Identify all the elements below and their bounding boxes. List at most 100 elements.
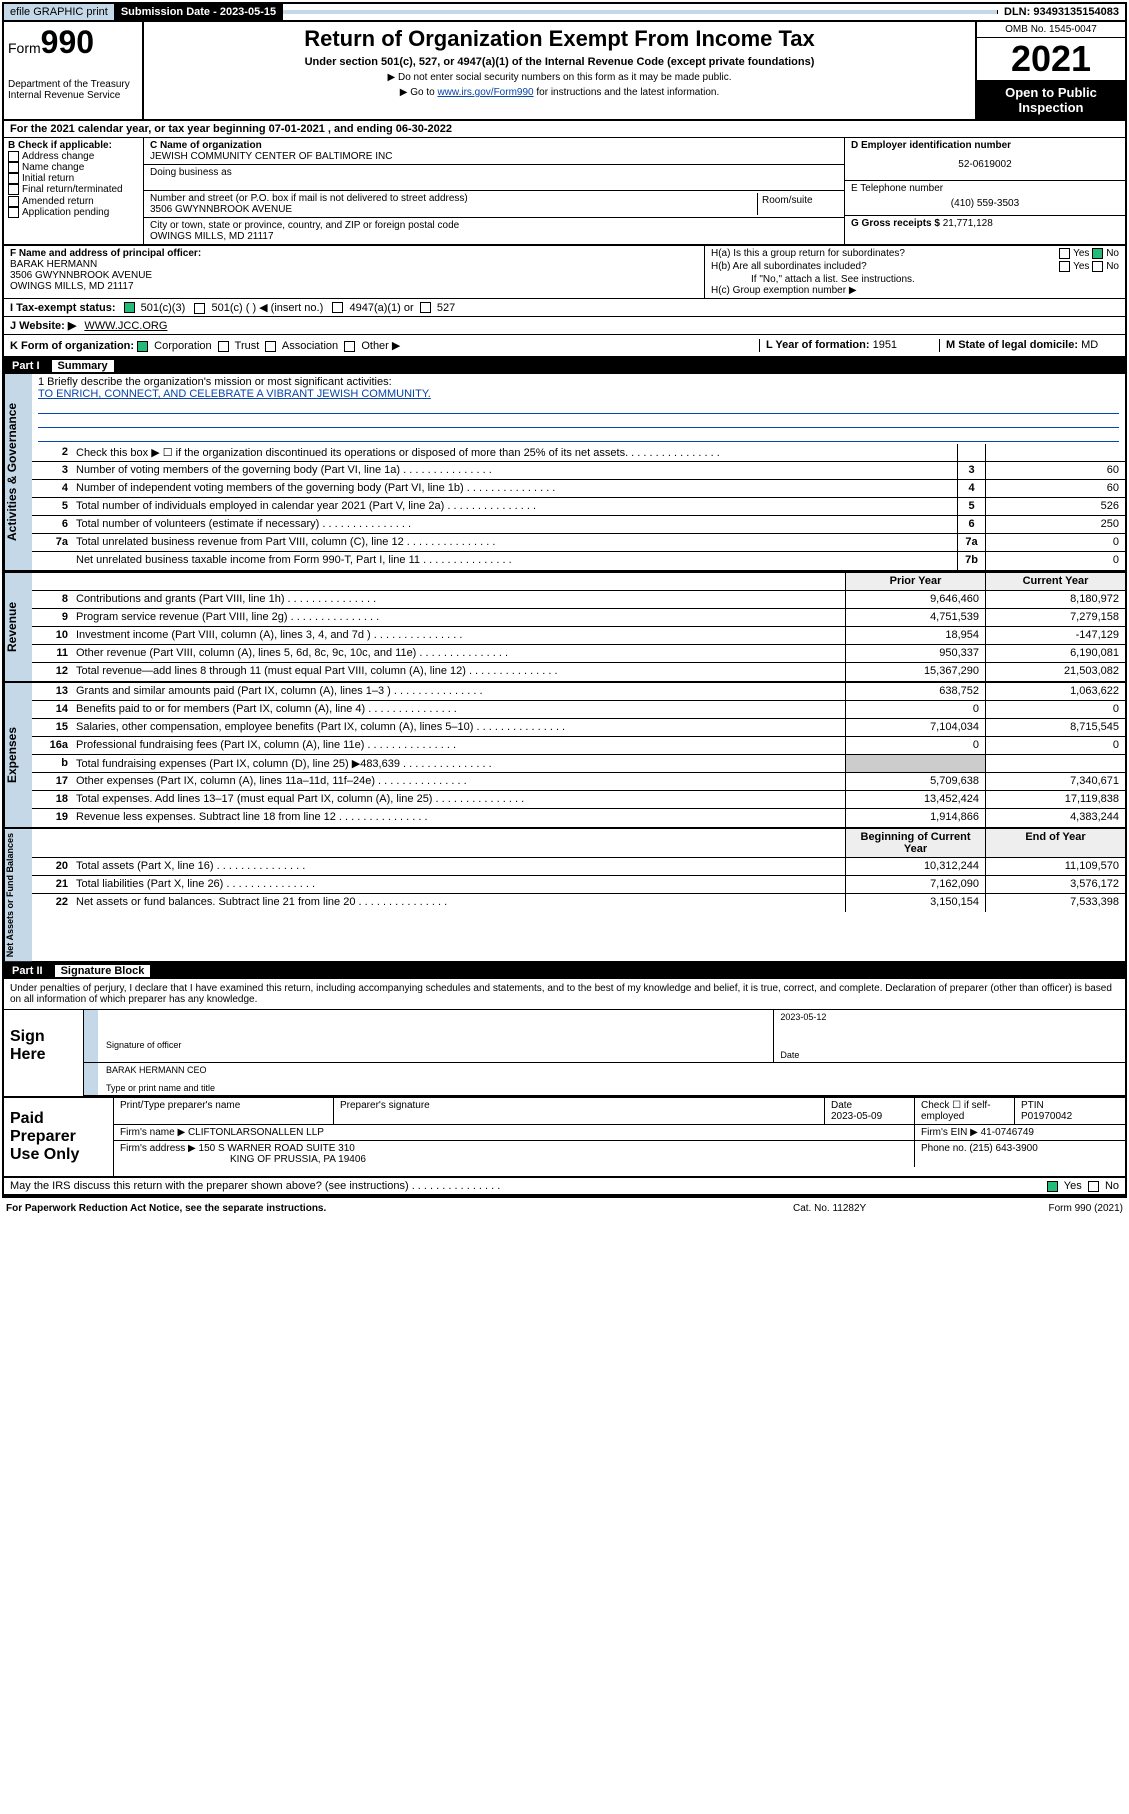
chk-other[interactable]: Other ▶ — [344, 340, 400, 352]
website-link[interactable]: WWW.JCC.ORG — [84, 320, 167, 332]
part1-header: Part I Summary — [4, 358, 1125, 374]
submission-date: Submission Date - 2023-05-15 — [115, 4, 283, 20]
table-row: 4Number of independent voting members of… — [32, 480, 1125, 498]
table-row: Net unrelated business taxable income fr… — [32, 552, 1125, 570]
table-row: 2Check this box ▶ ☐ if the organization … — [32, 444, 1125, 462]
ha-label: H(a) Is this a group return for subordin… — [711, 248, 1009, 259]
dln: DLN: 93493135154083 — [998, 4, 1125, 20]
domicile: MD — [1081, 339, 1098, 351]
table-row: 9Program service revenue (Part VIII, lin… — [32, 609, 1125, 627]
gross-label: G Gross receipts $ — [851, 218, 940, 229]
topbar: efile GRAPHIC print Submission Date - 20… — [4, 4, 1125, 22]
sign-block: Sign Here Signature of officer 2023-05-1… — [4, 1010, 1125, 1098]
chk-501c[interactable]: 501(c) ( ) ◀ (insert no.) — [194, 301, 323, 314]
prep-name-label: Print/Type preparer's name — [114, 1098, 334, 1124]
submission-spacer — [283, 10, 998, 14]
city-state-zip: OWINGS MILLS, MD 21117 — [150, 231, 838, 242]
dba-label: Doing business as — [150, 167, 838, 178]
sig-name-label: Type or print name and title — [106, 1083, 1119, 1093]
sign-here-label: Sign Here — [4, 1010, 84, 1096]
street-address: 3506 GWYNNBROOK AVENUE — [150, 204, 757, 215]
addr-label: Number and street (or P.O. box if mail i… — [150, 193, 757, 204]
chk-4947[interactable]: 4947(a)(1) or — [332, 302, 413, 314]
chk-name[interactable]: Name change — [8, 162, 139, 173]
officer-addr2: OWINGS MILLS, MD 21117 — [10, 281, 698, 292]
info-block: B Check if applicable: Address change Na… — [4, 138, 1125, 246]
mission-blank — [38, 400, 1119, 414]
cat-no: Cat. No. 11282Y — [793, 1203, 973, 1214]
chk-trust[interactable]: Trust — [218, 340, 260, 352]
form-title: Return of Organization Exempt From Incom… — [152, 26, 967, 52]
table-row: 13Grants and similar amounts paid (Part … — [32, 683, 1125, 701]
part2-header: Part II Signature Block — [4, 963, 1125, 979]
ptin-label: PTIN — [1021, 1100, 1119, 1111]
discuss-no[interactable]: No — [1088, 1180, 1119, 1192]
chk-final[interactable]: Final return/terminated — [8, 184, 139, 195]
form-number: Form990 — [8, 24, 138, 61]
firm-addr-label: Firm's address ▶ — [120, 1143, 196, 1154]
efile-label[interactable]: efile GRAPHIC print — [4, 4, 115, 20]
ptin: P01970042 — [1021, 1111, 1119, 1122]
officer-name: BARAK HERMANN — [10, 259, 698, 270]
domicile-label: M State of legal domicile: — [946, 339, 1078, 351]
table-row: 12Total revenue—add lines 8 through 11 (… — [32, 663, 1125, 681]
firm-phone-label: Phone no. — [921, 1143, 967, 1154]
chk-initial[interactable]: Initial return — [8, 173, 139, 184]
page-footer: For Paperwork Reduction Act Notice, see … — [0, 1200, 1129, 1217]
firm-ein-label: Firm's EIN ▶ — [921, 1127, 978, 1138]
table-row: 21Total liabilities (Part X, line 26)7,1… — [32, 876, 1125, 894]
prep-date: 2023-05-09 — [831, 1111, 908, 1122]
tab-governance: Activities & Governance — [4, 374, 32, 570]
section-revenue: Revenue Prior Year Current Year 8Contrib… — [4, 572, 1125, 683]
form-subtitle: Under section 501(c), 527, or 4947(a)(1)… — [152, 56, 967, 68]
table-row: 15Salaries, other compensation, employee… — [32, 719, 1125, 737]
ein-label: D Employer identification number — [851, 140, 1119, 151]
officer-label: F Name and address of principal officer: — [10, 248, 698, 259]
officer-addr1: 3506 GWYNNBROOK AVENUE — [10, 270, 698, 281]
hb-note: If "No," attach a list. See instructions… — [711, 274, 1119, 285]
form-header: Form990 Department of the Treasury Inter… — [4, 22, 1125, 121]
chk-address[interactable]: Address change — [8, 151, 139, 162]
firm-ein: 41-0746749 — [981, 1127, 1034, 1138]
mission-blank — [38, 428, 1119, 442]
table-row: 20Total assets (Part X, line 16)10,312,2… — [32, 858, 1125, 876]
table-row: 3Number of voting members of the governi… — [32, 462, 1125, 480]
preparer-block: Paid Preparer Use Only Print/Type prepar… — [4, 1098, 1125, 1178]
firm-phone: (215) 643-3900 — [969, 1143, 1037, 1154]
telephone: (410) 559-3503 — [851, 194, 1119, 213]
irs-link[interactable]: www.irs.gov/Form990 — [437, 87, 533, 98]
sig-name: BARAK HERMANN CEO — [106, 1065, 1119, 1083]
tax-year: 2021 — [977, 38, 1125, 81]
tab-netassets: Net Assets or Fund Balances — [4, 829, 32, 961]
col-b-header: B Check if applicable: — [8, 140, 139, 151]
discuss-yes[interactable]: Yes — [1047, 1180, 1082, 1192]
table-row: 10Investment income (Part VIII, column (… — [32, 627, 1125, 645]
tab-expenses: Expenses — [4, 683, 32, 827]
chk-assoc[interactable]: Association — [265, 340, 338, 352]
hb-label: H(b) Are all subordinates included? — [711, 261, 1009, 272]
line-j: J Website: ▶ WWW.JCC.ORG — [4, 317, 1125, 335]
chk-527[interactable]: 527 — [420, 302, 455, 314]
table-row: 7aTotal unrelated business revenue from … — [32, 534, 1125, 552]
note-link: ▶ Go to www.irs.gov/Form990 for instruct… — [152, 87, 967, 98]
note-ssn: ▶ Do not enter social security numbers o… — [152, 72, 967, 83]
tab-revenue: Revenue — [4, 573, 32, 681]
firm-name: CLIFTONLARSONALLEN LLP — [188, 1127, 324, 1138]
chk-amended[interactable]: Amended return — [8, 196, 139, 207]
table-row: 16aProfessional fundraising fees (Part I… — [32, 737, 1125, 755]
table-row: 5Total number of individuals employed in… — [32, 498, 1125, 516]
hc-label: H(c) Group exemption number ▶ — [711, 285, 1119, 296]
chk-501c3[interactable]: 501(c)(3) — [124, 302, 186, 314]
na-header-row: Beginning of Current Year End of Year — [32, 829, 1125, 858]
table-row: 8Contributions and grants (Part VIII, li… — [32, 591, 1125, 609]
year-formation-label: L Year of formation: — [766, 339, 870, 351]
tel-label: E Telephone number — [851, 183, 1119, 194]
chk-corp[interactable]: Corporation — [137, 340, 212, 352]
table-row: 14Benefits paid to or for members (Part … — [32, 701, 1125, 719]
table-row: 17Other expenses (Part IX, column (A), l… — [32, 773, 1125, 791]
prep-selfemp[interactable]: Check ☐ if self-employed — [915, 1098, 1015, 1124]
omb: OMB No. 1545-0047 — [977, 22, 1125, 38]
col-header-row: Prior Year Current Year — [32, 573, 1125, 591]
tax-period: For the 2021 calendar year, or tax year … — [4, 121, 458, 137]
chk-pending[interactable]: Application pending — [8, 207, 139, 218]
